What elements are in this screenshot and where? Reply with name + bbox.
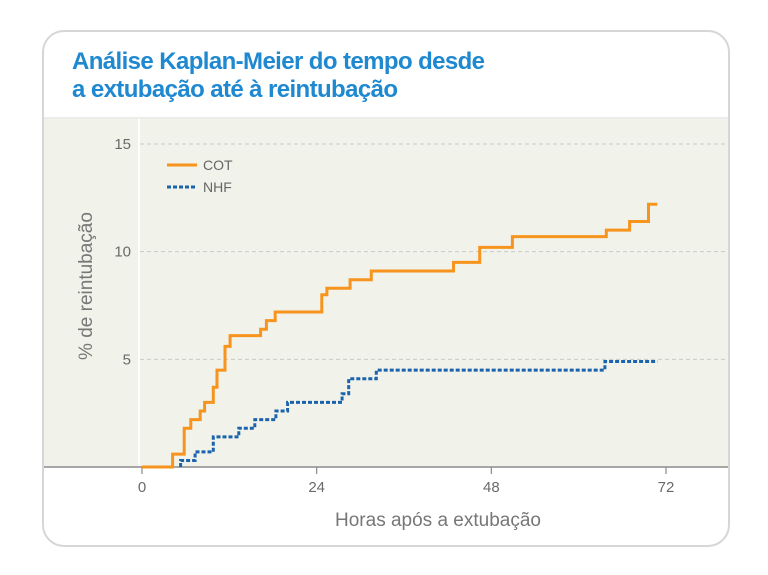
plot-background bbox=[44, 119, 728, 466]
series-line-nhf bbox=[179, 360, 658, 467]
x-axis-label: Horas após a extubação bbox=[335, 510, 541, 531]
x-tick-label: 72 bbox=[658, 479, 675, 496]
y-tick-label: 5 bbox=[123, 351, 131, 368]
chart-title-line-1: Análise Kaplan-Meier do tempo desde bbox=[72, 48, 485, 75]
grid-lines bbox=[140, 143, 728, 360]
chart-title-line-2: a extubação até à reintubação bbox=[72, 76, 398, 103]
y-ticks: 5 10 15 bbox=[114, 136, 131, 368]
y-axis-line bbox=[138, 119, 140, 468]
legend-label-nhf: NHF bbox=[203, 179, 232, 195]
series-layer bbox=[142, 202, 658, 469]
x-tick-label: 48 bbox=[483, 479, 500, 496]
y-tick-label: 10 bbox=[114, 244, 131, 261]
x-ticks: 0 24 48 72 bbox=[138, 467, 675, 496]
y-axis-label: % de reintubação bbox=[76, 212, 97, 360]
series-line-cot bbox=[142, 202, 658, 469]
y-tick-label: 15 bbox=[114, 136, 131, 153]
legend: COT NHF bbox=[167, 157, 233, 195]
x-tick-label: 0 bbox=[138, 479, 146, 496]
x-tick-label: 24 bbox=[308, 479, 325, 496]
legend-label-cot: COT bbox=[203, 157, 233, 173]
chart-title: Análise Kaplan-Meier do tempo desde a ex… bbox=[72, 48, 485, 104]
